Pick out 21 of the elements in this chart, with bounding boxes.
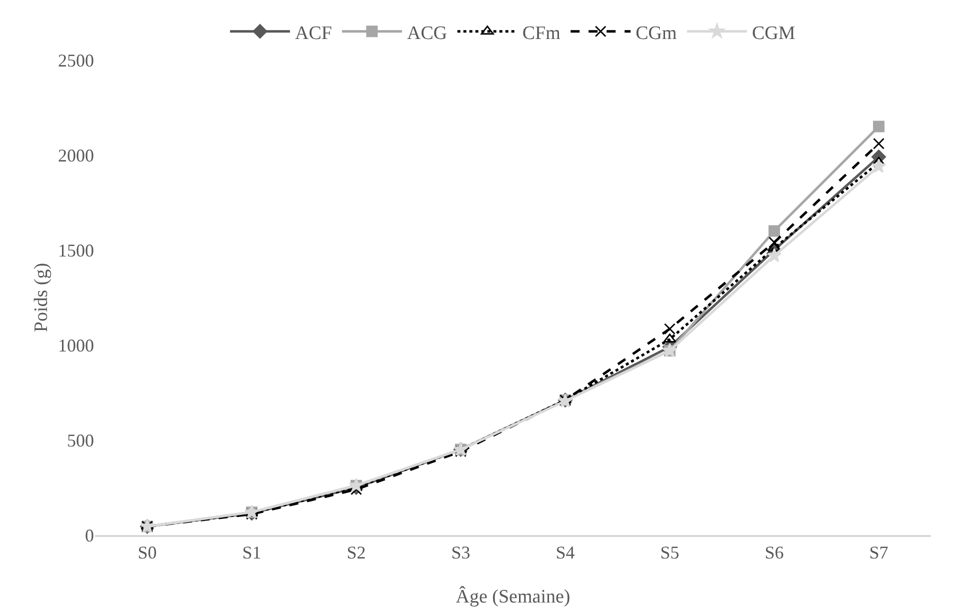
x-tick-label: S3 bbox=[451, 542, 470, 562]
x-axis-title: Âge (Semaine) bbox=[456, 586, 570, 608]
x-tick-label: S1 bbox=[242, 542, 262, 562]
y-tick-label: 2500 bbox=[58, 50, 94, 70]
y-tick-label: 0 bbox=[85, 525, 94, 546]
x-tick-label: S4 bbox=[556, 542, 575, 562]
x-tick-label: S5 bbox=[660, 542, 680, 562]
y-tick-label: 2000 bbox=[58, 145, 94, 166]
y-tick-label: 1000 bbox=[58, 335, 94, 356]
x-tick-label: S6 bbox=[764, 542, 784, 562]
x-tick-label: S0 bbox=[138, 542, 157, 562]
x-tick-label: S2 bbox=[346, 542, 366, 562]
legend-label: ACF bbox=[295, 22, 332, 44]
y-axis-title: Poids (g) bbox=[31, 262, 52, 332]
y-tick-label: 500 bbox=[67, 430, 94, 450]
x-tick-label: S7 bbox=[869, 542, 888, 562]
legend-label: CGM bbox=[752, 22, 796, 44]
y-tick-label: 1500 bbox=[58, 240, 94, 260]
legend-label: CGm bbox=[636, 22, 677, 44]
legend-label: CFm bbox=[522, 22, 561, 44]
legend-label: ACG bbox=[406, 22, 448, 44]
